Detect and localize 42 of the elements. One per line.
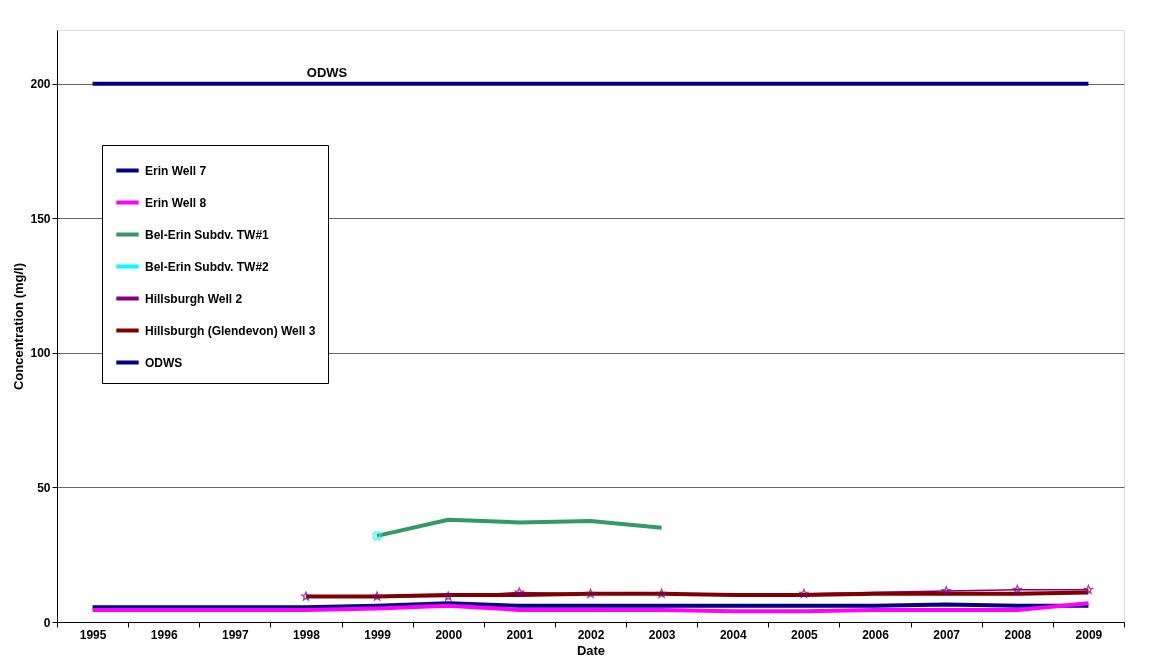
point [372, 531, 382, 541]
x-tick-label: 2009 [1075, 627, 1103, 642]
y-tick-label: 50 [37, 480, 51, 495]
legend-label: Erin Well 8 [145, 195, 207, 210]
point [301, 591, 311, 601]
x-tick-label: 1995 [79, 627, 107, 642]
point [1083, 584, 1094, 594]
x-tick-label: 2000 [435, 627, 463, 642]
legend-label: ODWS [145, 355, 183, 370]
line-series [90, 601, 1091, 614]
point [799, 588, 809, 598]
point [443, 591, 453, 601]
x-tick-label: 2004 [719, 627, 747, 642]
annotation: ODWS [306, 64, 348, 80]
x-tick-label: 1997 [221, 627, 249, 642]
x-tick-label: 1998 [293, 627, 321, 642]
legend-label: Hillsburgh (Glendevon) Well 3 [145, 323, 316, 338]
legend-label: Erin Well 7 [145, 163, 207, 178]
x-tick-label: 2001 [506, 627, 534, 642]
point [656, 588, 667, 598]
x-tick-label: 2002 [577, 627, 605, 642]
y-tick-label: 200 [30, 77, 51, 92]
x-tick-label: 1996 [150, 627, 178, 642]
point [941, 586, 951, 596]
point [585, 588, 596, 598]
x-tick-label: 2007 [933, 627, 961, 642]
legend-label: Bel-Erin Subdv. TW#2 [145, 259, 270, 274]
point [514, 587, 525, 597]
x-axis-title: Date [576, 642, 606, 658]
x-tick-label: 2008 [1004, 627, 1032, 642]
x-tick-label: 2005 [791, 627, 819, 642]
x-tick-label: 2003 [648, 627, 676, 642]
legend-label: Bel-Erin Subdv. TW#1 [145, 227, 270, 242]
point [372, 591, 382, 601]
y-axis-title: Concentration (mg/l) [11, 262, 27, 391]
y-tick-label: 150 [30, 211, 51, 226]
x-tick-label: 2006 [862, 627, 890, 642]
y-tick-label: 100 [30, 346, 51, 361]
point [1012, 584, 1023, 594]
y-tick-label: 0 [43, 615, 51, 630]
x-tick-label: 1999 [364, 627, 392, 642]
legend-label: Hillsburgh Well 2 [145, 291, 243, 306]
